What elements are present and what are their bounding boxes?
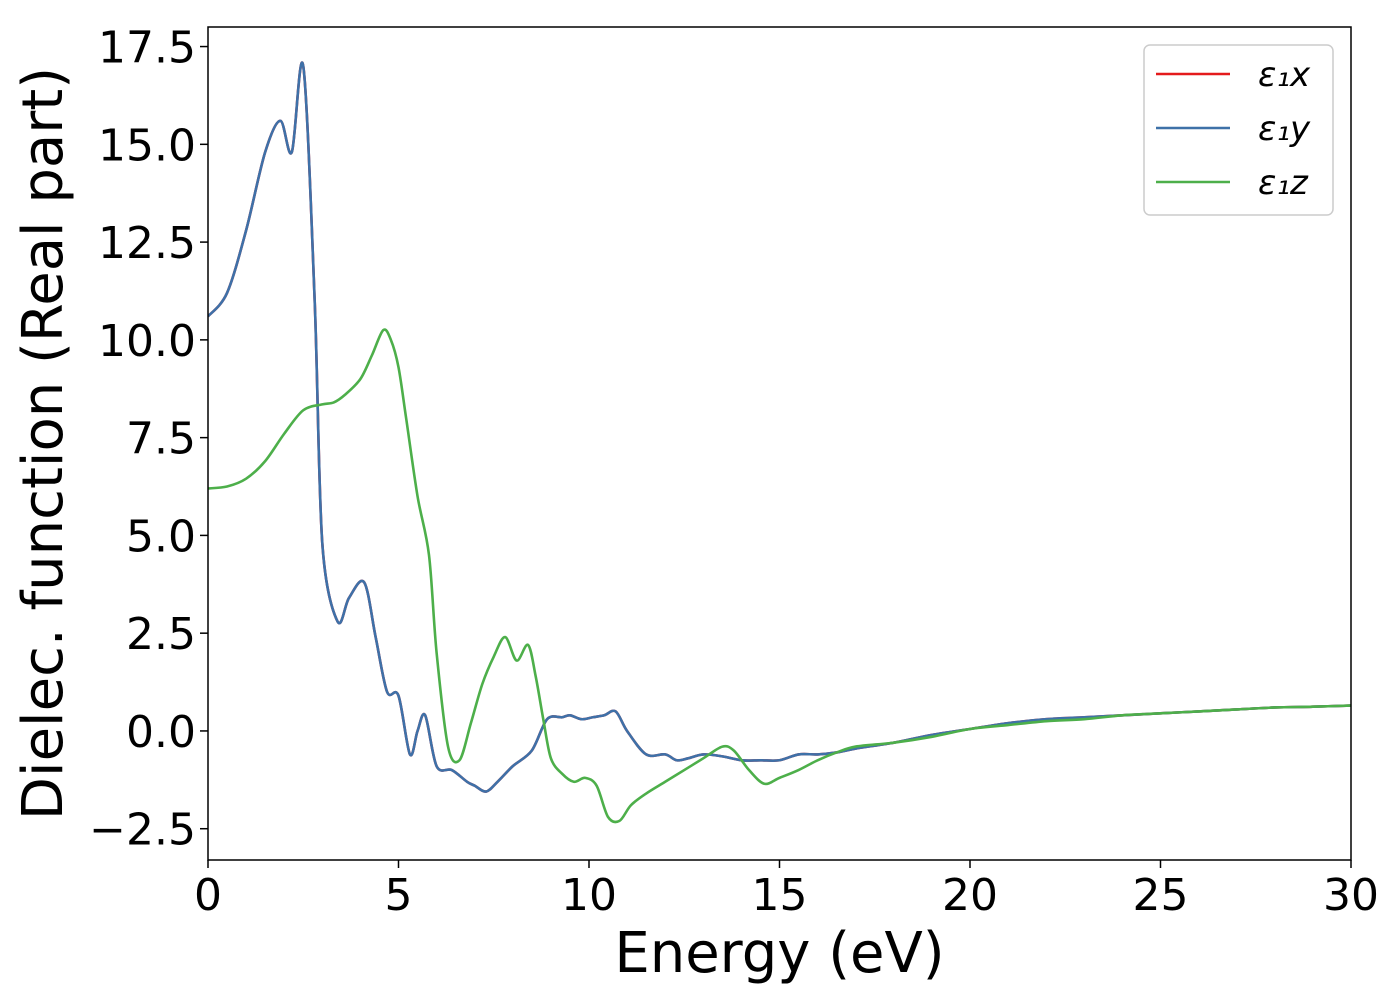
- legend-label: ε₁y: [1258, 109, 1311, 149]
- x-axis-label: Energy (eV): [614, 921, 944, 986]
- y-axis: −2.5 0.0 2.5 5.0 7.5 10.0 12.5 15.0 17.5: [89, 23, 208, 856]
- legend: ε₁x ε₁y ε₁z: [1143, 44, 1334, 216]
- series-line-2: [208, 328, 1351, 824]
- y-tick-label: 5.0: [126, 511, 196, 562]
- x-tick-label: 15: [752, 870, 808, 921]
- x-tick-label: 10: [561, 870, 617, 921]
- y-tick-label: 2.5: [126, 609, 196, 660]
- x-tick-label: 5: [385, 870, 413, 921]
- y-tick-label: 17.5: [98, 23, 196, 74]
- x-tick-label: 20: [942, 870, 998, 921]
- plot-lines: [208, 61, 1351, 824]
- y-tick-label: 0.0: [126, 707, 196, 758]
- legend-box: [1143, 44, 1334, 216]
- y-tick-label: 10.0: [98, 316, 196, 367]
- x-axis: 0 5 10 15 20 25 30: [194, 860, 1379, 921]
- x-tick-label: 25: [1133, 870, 1189, 921]
- legend-label: ε₁z: [1258, 163, 1309, 203]
- x-tick-label: 30: [1323, 870, 1379, 921]
- y-tick-label: −2.5: [89, 805, 196, 856]
- legend-label: ε₁x: [1258, 55, 1311, 95]
- y-tick-label: 7.5: [126, 414, 196, 465]
- y-tick-label: 15.0: [98, 120, 196, 171]
- y-axis-label: Dielec. function (Real part): [11, 67, 76, 820]
- x-tick-label: 0: [194, 870, 222, 921]
- y-tick-label: 12.5: [98, 218, 196, 269]
